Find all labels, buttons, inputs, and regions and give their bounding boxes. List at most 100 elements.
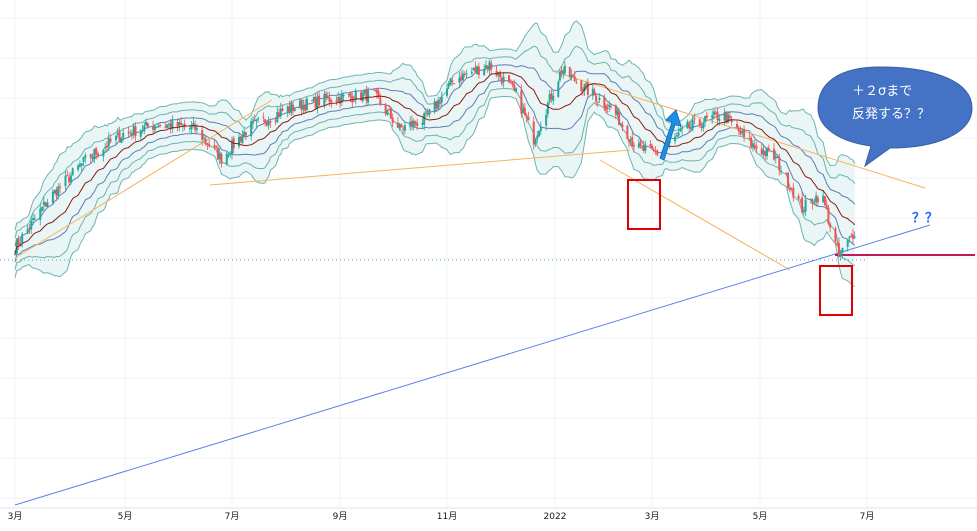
x-tick-label-0: 3月 bbox=[8, 511, 23, 522]
candle-body bbox=[208, 144, 211, 147]
candle-body bbox=[347, 94, 350, 96]
candle-body bbox=[677, 132, 680, 136]
x-tick-label-1: 5月 bbox=[118, 511, 133, 522]
band-line-plus1sigma bbox=[14, 64, 856, 247]
candle-body bbox=[822, 195, 825, 203]
bubble-text-line1: ＋２σまで bbox=[852, 84, 912, 99]
candle-body bbox=[652, 150, 655, 152]
candle-body bbox=[618, 112, 621, 126]
trend-line-orange-rising bbox=[14, 99, 273, 259]
candle-body bbox=[84, 155, 87, 158]
candle-body bbox=[400, 124, 403, 128]
candle-body bbox=[614, 105, 617, 115]
candle-body bbox=[251, 121, 254, 124]
candle-body bbox=[527, 117, 530, 121]
candle-body bbox=[809, 198, 812, 200]
candle-body bbox=[166, 124, 169, 128]
candle-body bbox=[626, 125, 629, 140]
candle-body bbox=[552, 95, 555, 101]
candle-body bbox=[515, 88, 518, 92]
candle-body bbox=[116, 132, 119, 136]
candle-body bbox=[799, 199, 802, 201]
candle-body bbox=[532, 121, 535, 145]
candle-body bbox=[848, 236, 851, 239]
candle-body bbox=[167, 123, 170, 125]
candle-body bbox=[105, 145, 108, 148]
candle-body bbox=[190, 125, 193, 130]
candle-body bbox=[372, 89, 375, 91]
candle-body bbox=[342, 94, 345, 97]
candle-body bbox=[155, 127, 158, 129]
candle-body bbox=[302, 105, 305, 110]
candle-body bbox=[639, 141, 642, 146]
candle-body bbox=[412, 120, 415, 128]
candle-body bbox=[440, 96, 443, 103]
x-tick-label-6: 3月 bbox=[645, 511, 660, 522]
candle-body bbox=[77, 165, 80, 170]
candle-body bbox=[525, 115, 528, 118]
candle-body bbox=[755, 146, 758, 149]
candle-body bbox=[458, 77, 461, 83]
candle-body bbox=[337, 97, 340, 102]
candle-body bbox=[93, 149, 96, 159]
candle-body bbox=[548, 93, 551, 102]
candle-body bbox=[109, 138, 112, 142]
bollinger-bands bbox=[14, 20, 856, 287]
candle-body bbox=[460, 76, 463, 81]
candle-body bbox=[484, 65, 487, 68]
candle-body bbox=[780, 170, 783, 172]
candle-body bbox=[80, 163, 83, 166]
candle-body bbox=[134, 126, 137, 137]
candle-body bbox=[476, 66, 479, 75]
candle-body bbox=[727, 114, 730, 123]
candle-body bbox=[562, 71, 565, 75]
candle-body bbox=[159, 125, 162, 127]
candle-body bbox=[384, 104, 387, 114]
candle-body bbox=[213, 145, 216, 147]
candle-body bbox=[41, 206, 44, 211]
candle-body bbox=[841, 247, 844, 253]
candle-body bbox=[229, 154, 232, 156]
candle-body bbox=[730, 119, 733, 123]
candle-body bbox=[241, 135, 244, 144]
candle-body bbox=[797, 195, 800, 199]
candle-body bbox=[700, 126, 703, 128]
candle-body bbox=[437, 99, 440, 110]
candle-body bbox=[351, 95, 354, 103]
candle-body bbox=[398, 123, 401, 129]
candle-body bbox=[39, 208, 42, 220]
candle-body bbox=[621, 124, 624, 128]
candle-body bbox=[428, 109, 431, 115]
candle-body bbox=[82, 156, 85, 162]
candle-body bbox=[141, 130, 144, 132]
candle-body bbox=[483, 69, 486, 76]
candle-body bbox=[57, 186, 60, 196]
candle-body bbox=[409, 121, 412, 127]
candle-body bbox=[792, 187, 795, 198]
candle-body bbox=[325, 93, 328, 99]
candle-body bbox=[239, 136, 242, 142]
candle-body bbox=[691, 120, 694, 128]
candle-body bbox=[453, 83, 456, 85]
candle-body bbox=[801, 197, 804, 213]
candle-body bbox=[201, 129, 204, 140]
candle-body bbox=[433, 101, 436, 112]
candle-body bbox=[176, 122, 179, 127]
candle-body bbox=[486, 66, 489, 70]
candle-body bbox=[340, 94, 343, 103]
candle-body bbox=[557, 81, 560, 97]
trend-line-orange-lower-channel bbox=[599, 159, 791, 271]
candle-body bbox=[656, 150, 659, 156]
candle-body bbox=[507, 75, 510, 83]
candle-body bbox=[178, 122, 181, 126]
candle-body bbox=[837, 243, 840, 257]
candle-body bbox=[568, 66, 571, 77]
candle-body bbox=[276, 111, 279, 123]
candle-body bbox=[305, 98, 308, 111]
candle-body bbox=[402, 128, 405, 130]
candle-body bbox=[64, 175, 67, 187]
candle-body bbox=[637, 143, 640, 148]
candle-body bbox=[619, 123, 622, 126]
